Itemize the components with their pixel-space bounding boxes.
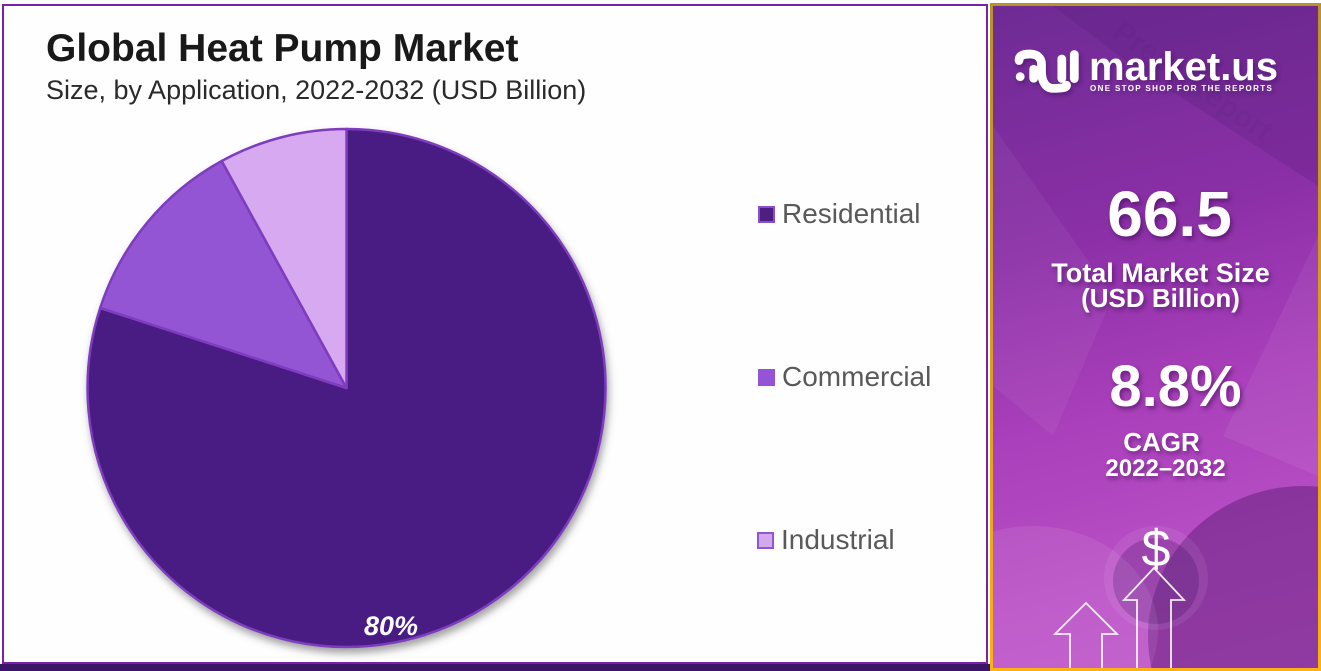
svg-text:$: $ bbox=[1142, 520, 1171, 578]
svg-text:ONE STOP SHOP FOR THE REPORTS: ONE STOP SHOP FOR THE REPORTS bbox=[1090, 84, 1273, 93]
svg-text:market.us: market.us bbox=[1089, 45, 1278, 89]
